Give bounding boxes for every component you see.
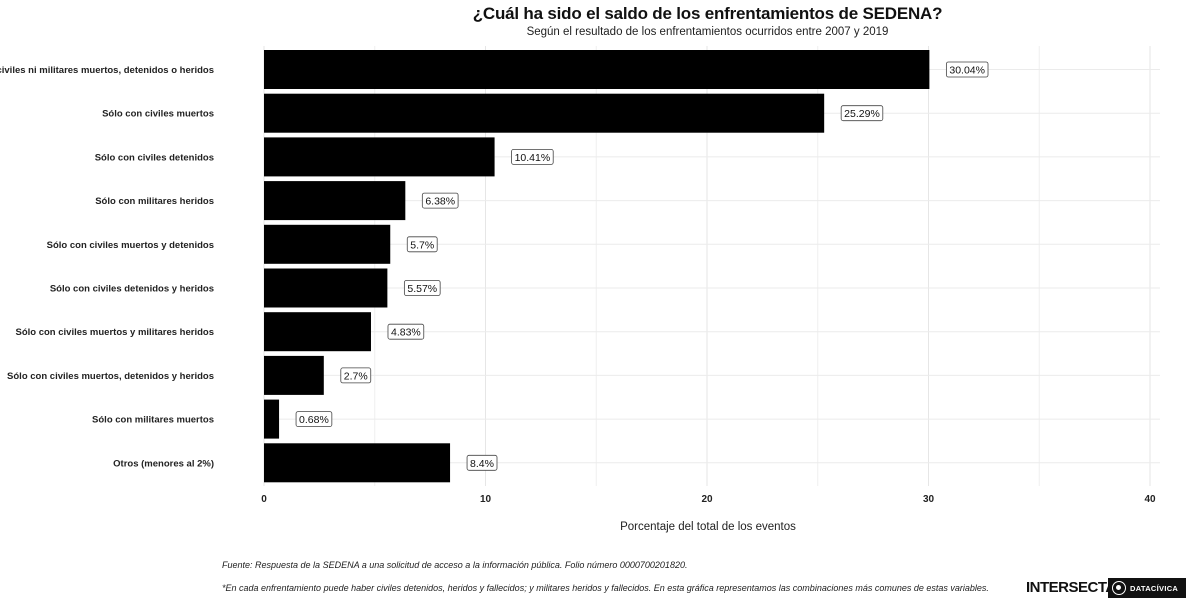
category-label: Sólo con militares heridos — [95, 196, 214, 207]
category-label: Sólo con civiles detenidos — [95, 152, 214, 163]
data-label: 4.83% — [387, 323, 425, 340]
data-label: 10.41% — [511, 148, 554, 165]
data-label-text: 4.83% — [391, 327, 421, 339]
chart-subtitle: Según el resultado de los enfrentamiento… — [526, 26, 889, 38]
data-label: 5.7% — [406, 236, 438, 253]
data-label-text: 5.57% — [407, 283, 437, 295]
data-label: 6.38% — [421, 192, 459, 209]
bar — [264, 50, 930, 89]
category-label: Sólo con civiles muertos, detenidos y he… — [7, 371, 214, 382]
data-label-box — [403, 280, 441, 296]
data-label: 25.29% — [840, 105, 884, 122]
data-label-box — [406, 236, 438, 253]
bar — [264, 224, 391, 264]
bar — [264, 137, 495, 177]
bars — [264, 50, 930, 483]
data-label-text: 25.29% — [844, 108, 880, 120]
bar-chart: Sin civiles ni militares muertos, deteni… — [0, 46, 1160, 533]
data-label: 0.68% — [295, 411, 333, 428]
x-tick-label: 40 — [1144, 494, 1156, 505]
data-label: 5.57% — [403, 280, 441, 296]
x-tick-label: 10 — [480, 494, 492, 505]
category-label: Sólo con civiles muertos y militares her… — [15, 327, 214, 338]
category-label: Sin civiles ni militares muertos, deteni… — [0, 65, 214, 76]
data-label-text: 0.68% — [299, 414, 329, 426]
bar — [264, 399, 280, 439]
data-label: 2.7% — [340, 367, 372, 384]
intersecta-logo: INTERSECTA — [1026, 579, 1116, 596]
chart-title: ¿Cuál ha sido el saldo de los enfrentami… — [472, 4, 943, 23]
source-note: Fuente: Respuesta de la SEDENA a una sol… — [222, 560, 688, 570]
category-label: Sólo con civiles detenidos y heridos — [50, 284, 214, 295]
bar — [264, 93, 825, 133]
x-axis-ticks: 0 10 20 30 40 — [261, 494, 1156, 505]
category-label: Otros (menores al 2%) — [113, 458, 214, 469]
data-label-box — [421, 192, 459, 209]
category-label: Sólo con civiles muertos y detenidos — [47, 240, 214, 251]
bar — [264, 268, 388, 308]
x-tick-label: 30 — [923, 494, 935, 505]
data-label-text: 2.7% — [344, 370, 368, 382]
category-label: Sólo con civiles muertos — [102, 109, 214, 120]
category-label: Sólo con militares muertos — [92, 415, 214, 426]
data-label-text: 30.04% — [949, 65, 985, 77]
bar — [264, 355, 324, 395]
x-tick-label: 20 — [701, 494, 713, 505]
data-label-box — [340, 367, 372, 384]
x-tick-label: 0 — [261, 494, 267, 505]
bar — [264, 443, 451, 483]
data-label: 30.04% — [945, 61, 989, 78]
x-axis-title: Porcentaje del total de los eventos — [620, 521, 796, 533]
methodology-note: *En cada enfrentamiento puede haber civi… — [222, 583, 989, 593]
datacivica-logo: DATACÍVICA — [1108, 578, 1186, 598]
data-label-text: 5.7% — [410, 239, 434, 251]
data-label-text: 6.38% — [425, 196, 455, 208]
datacivica-mark-icon — [1112, 581, 1126, 595]
data-label-text: 10.41% — [515, 152, 551, 164]
bar — [264, 312, 371, 352]
bar — [264, 181, 406, 221]
data-label-box — [295, 411, 333, 428]
data-label-box — [945, 61, 989, 78]
datacivica-logo-text: DATACÍVICA — [1130, 583, 1179, 593]
data-label-box — [387, 323, 425, 340]
data-label-text: 8.4% — [470, 458, 494, 470]
data-label: 8.4% — [466, 454, 498, 471]
category-labels: Sin civiles ni militares muertos, deteni… — [0, 65, 214, 469]
data-label-box — [511, 148, 554, 165]
data-label-box — [466, 454, 498, 471]
data-label-box — [840, 105, 884, 122]
data-labels: 30.04% 25.29% 10.41% 6.38% 5.7% 5.57% 4.83% 2.7… — [295, 61, 989, 471]
